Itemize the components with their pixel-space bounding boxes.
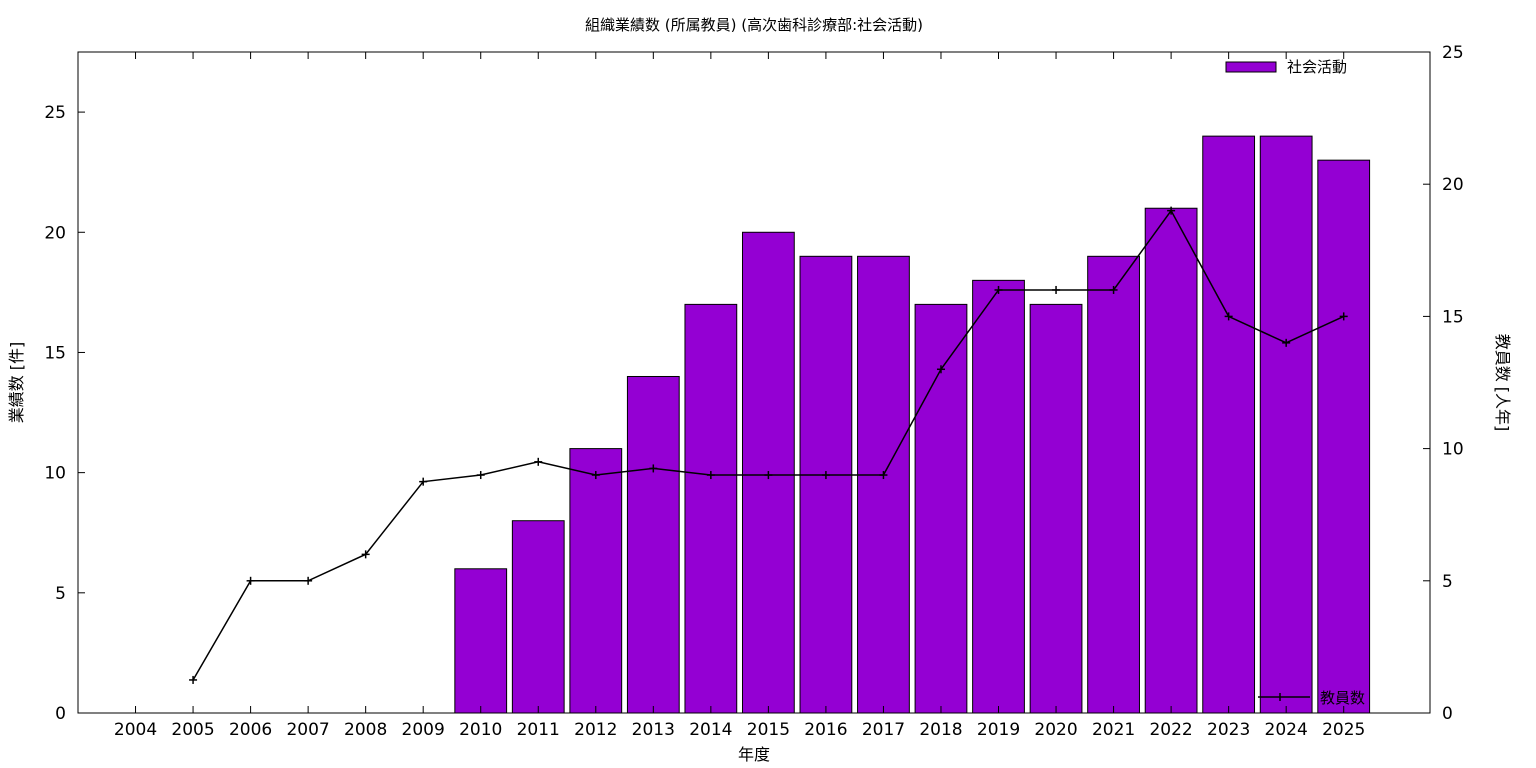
line-point	[649, 464, 658, 473]
y-tick-label: 20	[44, 223, 66, 243]
line-point	[821, 471, 830, 480]
legend-bar-label: 社会活動	[1287, 58, 1347, 76]
line-point	[1109, 285, 1118, 294]
bar	[1259, 135, 1313, 714]
line-point	[1052, 285, 1061, 294]
x-axis-title: 年度	[738, 745, 770, 764]
bar	[1144, 207, 1198, 714]
bar	[857, 255, 910, 714]
legend-line: 教員数	[1258, 689, 1365, 707]
x-tick-label: 2015	[747, 720, 790, 740]
y-axis-title: 業績数 [件]	[7, 342, 26, 424]
line-point	[361, 550, 370, 559]
bar	[684, 303, 738, 714]
line-point	[936, 365, 945, 374]
x-tick-label: 2005	[171, 720, 214, 740]
bar	[569, 448, 623, 714]
line-point	[879, 471, 888, 480]
line-point	[189, 675, 198, 684]
legend-bar: 社会活動	[1225, 58, 1347, 76]
line-point	[1339, 312, 1348, 321]
bar	[511, 520, 565, 714]
x-tick-label: 2019	[977, 720, 1020, 740]
x-tick-label: 2007	[286, 720, 329, 740]
y2-tick-label: 0	[1442, 704, 1453, 724]
y-tick-label: 15	[44, 343, 66, 363]
line-point	[1282, 338, 1291, 347]
line-point	[1224, 312, 1233, 321]
bar	[626, 375, 680, 714]
x-tick-label: 2022	[1149, 720, 1192, 740]
line-point	[534, 457, 543, 466]
line-point	[994, 285, 1003, 294]
x-tick-label: 2008	[344, 720, 387, 740]
line-point	[764, 471, 773, 480]
line-point	[246, 576, 255, 585]
y2-tick-label: 20	[1442, 175, 1464, 195]
bar	[741, 231, 795, 714]
x-tick-label: 2021	[1092, 720, 1135, 740]
x-tick-label: 2025	[1322, 720, 1365, 740]
x-tick-label: 2012	[574, 720, 617, 740]
x-tick-label: 2020	[1034, 720, 1077, 740]
chart-title: 組織業績数 (所属教員) (高次歯科診療部:社会活動)	[585, 16, 923, 34]
x-tick-label: 2018	[919, 720, 962, 740]
line-point	[706, 471, 715, 480]
bar	[799, 255, 853, 714]
bar	[1087, 255, 1140, 714]
x-tick-label: 2014	[689, 720, 732, 740]
y2-tick-label: 15	[1442, 307, 1464, 327]
bar	[1317, 159, 1371, 714]
y-tick-label: 0	[55, 704, 66, 724]
y2-tick-label: 5	[1442, 572, 1453, 592]
bar	[1029, 303, 1083, 714]
y-tick-label: 5	[55, 584, 66, 604]
line-point	[476, 471, 485, 480]
line-point	[591, 471, 600, 480]
line-point	[1167, 206, 1176, 215]
x-tick-label: 2016	[804, 720, 847, 740]
bar	[454, 568, 508, 714]
legend-line-label: 教員数	[1320, 689, 1365, 707]
bar	[972, 279, 1025, 714]
x-tick-label: 2023	[1207, 720, 1250, 740]
x-tick-label: 2004	[114, 720, 157, 740]
x-tick-label: 2010	[459, 720, 502, 740]
legend-bar-swatch	[1225, 61, 1277, 73]
bar	[1202, 135, 1256, 714]
line-point	[304, 576, 313, 585]
x-tick-label: 2017	[862, 720, 905, 740]
x-tick-label: 2009	[402, 720, 445, 740]
y2-axis-title: 教員数 [人年]	[1493, 334, 1512, 432]
y-tick-label: 25	[44, 103, 66, 123]
line-point	[419, 477, 428, 486]
bar-series	[454, 135, 1371, 714]
line-series	[189, 206, 1348, 684]
x-tick-label: 2013	[632, 720, 675, 740]
y2-tick-label: 10	[1442, 440, 1464, 460]
x-tick-label: 2006	[229, 720, 272, 740]
y-tick-label: 10	[44, 464, 66, 484]
x-tick-label: 2011	[517, 720, 560, 740]
y2-tick-label: 25	[1442, 43, 1464, 63]
x-tick-label: 2024	[1265, 720, 1308, 740]
